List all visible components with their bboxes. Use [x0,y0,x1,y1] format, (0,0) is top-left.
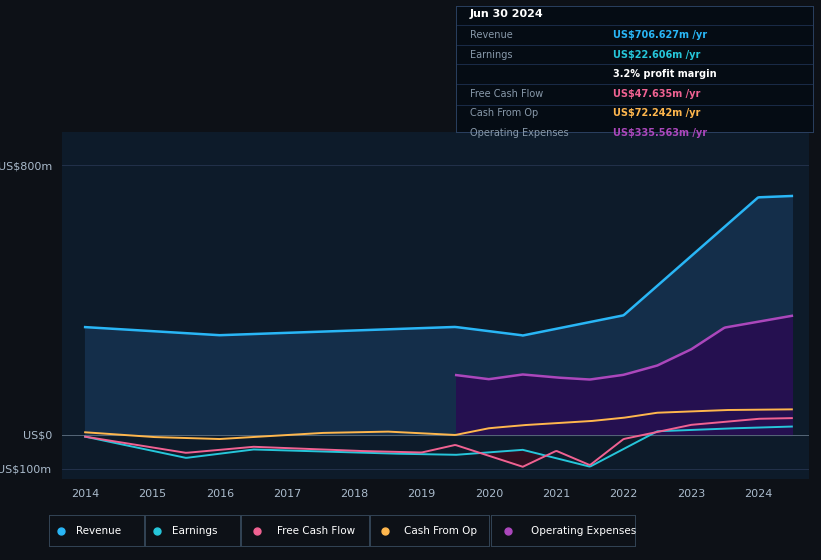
Text: 3.2% profit margin: 3.2% profit margin [612,69,717,78]
Text: Jun 30 2024: Jun 30 2024 [470,9,544,19]
Text: Revenue: Revenue [76,526,121,535]
Text: Free Cash Flow: Free Cash Flow [277,526,355,535]
Text: Operating Expenses: Operating Expenses [531,526,636,535]
Text: US$706.627m /yr: US$706.627m /yr [612,30,707,40]
Text: US$22.606m /yr: US$22.606m /yr [612,50,700,60]
Text: Cash From Op: Cash From Op [404,526,477,535]
Text: Cash From Op: Cash From Op [470,108,539,118]
Text: Operating Expenses: Operating Expenses [470,128,569,138]
Text: Free Cash Flow: Free Cash Flow [470,89,544,99]
Text: Earnings: Earnings [470,50,512,60]
Text: US$335.563m /yr: US$335.563m /yr [612,128,707,138]
Text: Revenue: Revenue [470,30,512,40]
Text: US$72.242m /yr: US$72.242m /yr [612,108,700,118]
Text: Earnings: Earnings [172,526,218,535]
Text: US$47.635m /yr: US$47.635m /yr [612,89,700,99]
